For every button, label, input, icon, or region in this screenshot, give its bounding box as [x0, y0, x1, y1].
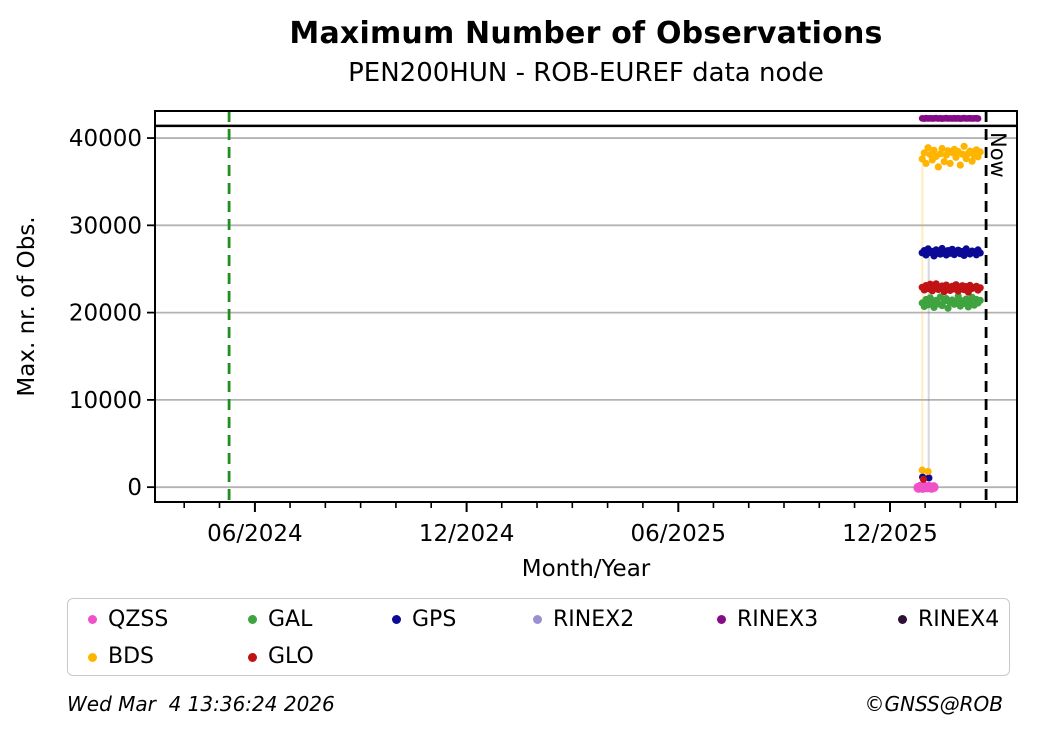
credit-label: ©GNSS@ROB: [864, 692, 1004, 716]
legend-dot-rinex2: [533, 615, 542, 624]
y-tick-label: 10000: [69, 388, 142, 414]
y-tick-label: 30000: [69, 213, 142, 239]
legend: QZSS GAL GPS RINEX2 RINEX3 RINEX4 BDS GLO: [67, 598, 1010, 676]
data-point-bds: [968, 157, 976, 165]
legend-label: RINEX4: [918, 606, 1000, 632]
data-point-bds: [922, 159, 930, 167]
legend-item-rinex2: RINEX2: [533, 606, 717, 632]
data-point-bds: [918, 466, 926, 474]
data-point-gal: [952, 298, 960, 306]
legend-label: GAL: [268, 606, 313, 632]
legend-item-rinex3: RINEX3: [717, 606, 898, 632]
legend-dot-qzss: [88, 615, 97, 624]
legend-item-qzss: QZSS: [88, 606, 248, 632]
data-point-bds: [960, 142, 968, 150]
legend-item-glo: GLO: [248, 646, 392, 668]
data-point-bds: [956, 161, 964, 169]
chart-title: Maximum Number of Observations: [289, 16, 883, 51]
legend-label: GLO: [268, 644, 314, 669]
data-point-bds: [924, 144, 932, 152]
legend-dot-rinex4: [898, 615, 907, 624]
legend-dot-bds: [88, 652, 97, 662]
data-point-bds: [940, 158, 948, 166]
x-axis-label: Month/Year: [522, 556, 651, 582]
x-tick-label: 12/2024: [419, 521, 515, 547]
data-point-bds: [938, 144, 946, 153]
legend-item-bds: BDS: [88, 646, 248, 668]
legend-item-gal: GAL: [248, 606, 392, 632]
data-point-bds: [930, 146, 938, 154]
data-point-gal: [944, 304, 952, 312]
y-tick-label: 40000: [69, 126, 142, 152]
legend-label: BDS: [108, 644, 154, 669]
legend-label: RINEX2: [553, 606, 635, 632]
legend-dot-gps: [392, 615, 401, 624]
legend-label: RINEX3: [737, 606, 819, 632]
data-point-bds: [920, 149, 928, 157]
legend-item-gps: GPS: [392, 606, 533, 632]
x-tick-label: 06/2025: [631, 521, 727, 547]
timestamp-label: Wed Mar 4 13:36:24 2026: [67, 692, 335, 716]
data-point-bds: [924, 467, 932, 476]
data-point-glo: [976, 284, 984, 292]
data-point-gal: [954, 292, 962, 300]
legend-dot-gal: [248, 615, 257, 624]
data-point-qzss: [928, 482, 939, 493]
x-tick-label: 06/2024: [207, 521, 303, 547]
x-tick-label: 12/2025: [842, 521, 938, 547]
y-tick-label: 20000: [69, 301, 142, 327]
data-point-glo: [919, 475, 928, 483]
legend-dot-rinex3: [717, 615, 726, 624]
legend-label: GPS: [412, 606, 457, 632]
now-label: Now: [986, 132, 1010, 178]
data-point-bds: [946, 159, 954, 167]
chart-subtitle: PEN200HUN - ROB-EUREF data node: [348, 58, 824, 88]
data-point-gps: [976, 249, 984, 257]
data-point-bds: [976, 148, 984, 156]
y-tick-label: 0: [127, 475, 142, 501]
data-point-gal: [976, 296, 984, 304]
legend-item-rinex4: RINEX4: [898, 606, 1009, 632]
chart-plot-area: 0 10000 20000 30000 40000 06/2024 12/2024 06/20…: [14, 110, 1018, 582]
plot-frame: [154, 110, 1018, 503]
data-point-bds: [952, 153, 960, 161]
legend-label: QZSS: [108, 606, 169, 632]
data-point-rinex3: [974, 115, 982, 122]
data-point-gps: [925, 474, 933, 482]
data-point-bds: [934, 163, 942, 171]
y-axis-label: Max. nr. of Obs.: [14, 216, 40, 396]
legend-dot-glo: [248, 652, 257, 662]
